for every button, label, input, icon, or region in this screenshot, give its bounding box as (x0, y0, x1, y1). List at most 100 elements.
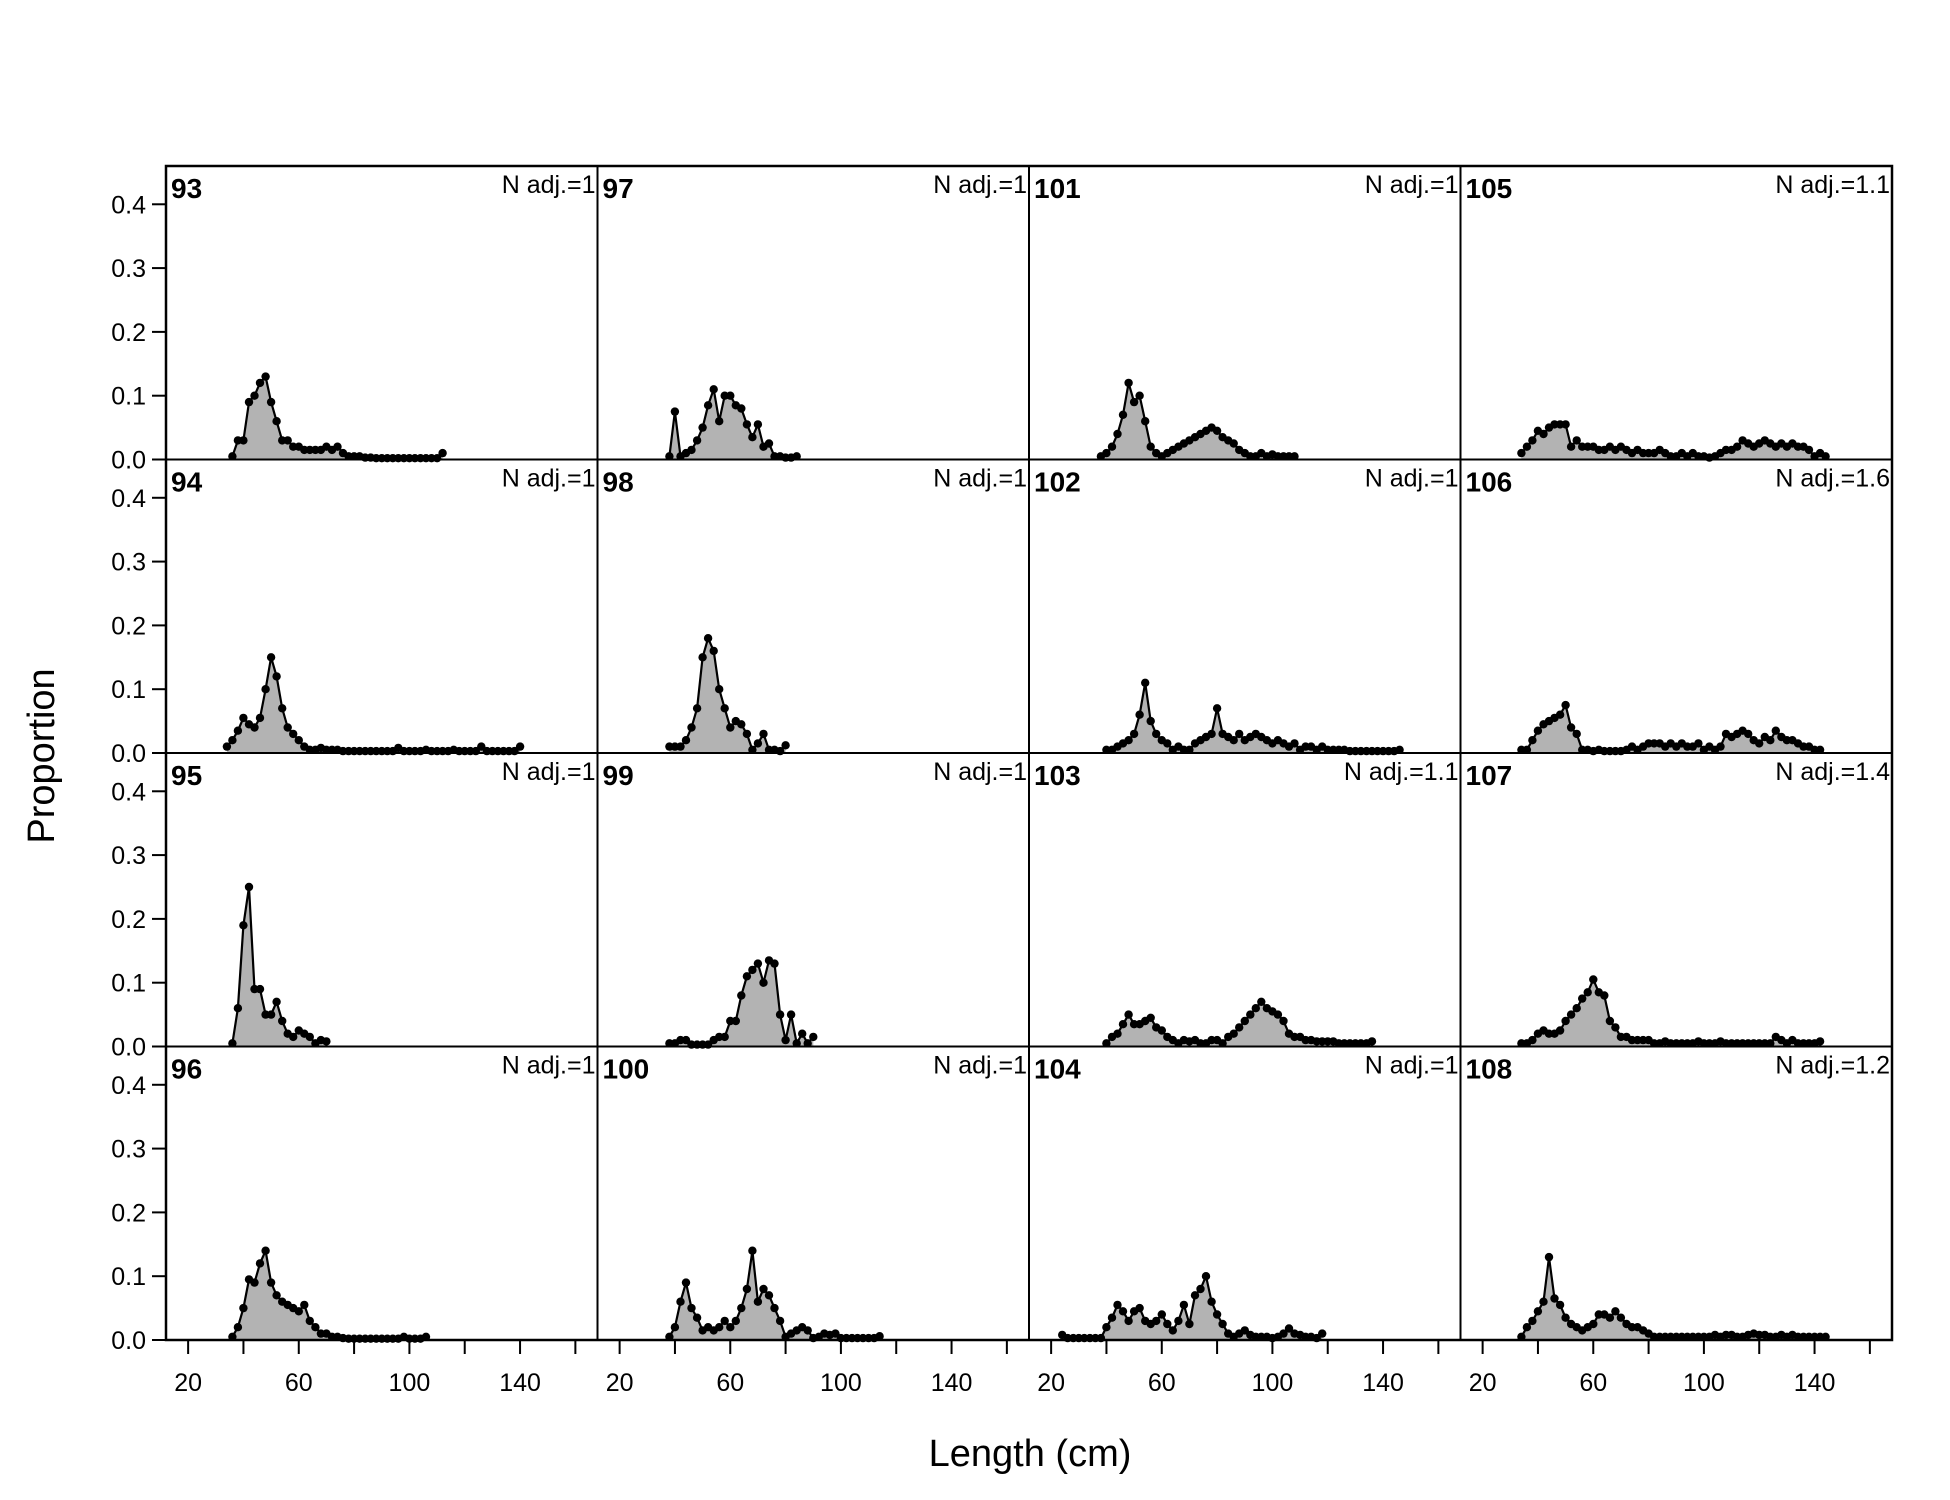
data-point (1185, 1319, 1194, 1329)
data-point (681, 1278, 691, 1287)
data-point (294, 1307, 303, 1316)
x-tick-label: 100 (820, 1369, 862, 1397)
data-point (438, 448, 447, 458)
n-adj-label: N adj.=1 (1365, 465, 1459, 493)
data-point (1766, 1039, 1775, 1048)
panel-94: 94 N adj.=1 (171, 465, 596, 756)
data-point (1218, 1319, 1227, 1329)
data-point (1766, 736, 1775, 745)
data-point (1212, 704, 1222, 713)
data-point (742, 1284, 752, 1294)
x-tick-label: 60 (716, 1369, 744, 1397)
data-point (1522, 745, 1532, 754)
data-point (1257, 997, 1266, 1006)
data-point (1118, 1019, 1128, 1029)
data-point (1600, 991, 1609, 1000)
data-point (266, 653, 276, 662)
data-point (266, 397, 276, 407)
x-tick-label: 140 (931, 1369, 973, 1397)
data-point (742, 420, 752, 429)
data-point (1732, 442, 1742, 451)
data-point (266, 1010, 276, 1019)
y-tick-label: 0.4 (111, 485, 146, 513)
data-point (477, 742, 486, 751)
y-tick-label: 0.1 (111, 970, 146, 998)
data-point (283, 723, 292, 732)
data-point (1284, 1324, 1294, 1333)
data-point (1196, 1284, 1205, 1294)
data-point (1163, 1319, 1172, 1329)
data-point (1163, 739, 1172, 748)
panel-108: 108 N adj.=1.2 (1466, 1052, 1890, 1342)
data-point (720, 1316, 729, 1326)
data-point (737, 1303, 746, 1313)
data-point (1102, 1323, 1111, 1332)
data-point (1561, 420, 1570, 429)
distribution-area (669, 389, 797, 460)
distribution-area (669, 638, 786, 753)
data-point (1744, 729, 1753, 739)
data-point (676, 742, 685, 751)
panel-label: 103 (1034, 760, 1081, 791)
data-point (333, 442, 342, 451)
data-point (737, 404, 746, 413)
data-point (1185, 745, 1194, 754)
data-point (1190, 1291, 1200, 1300)
data-point (1246, 1010, 1255, 1019)
data-point (1522, 442, 1532, 451)
data-point (1716, 742, 1725, 751)
y-tick-label: 0.4 (111, 191, 146, 219)
data-point (1113, 1029, 1122, 1038)
data-point (289, 729, 298, 739)
n-adj-label: N adj.=1.1 (1344, 758, 1459, 786)
data-point (720, 1032, 729, 1042)
n-adj-label: N adj.=1 (933, 171, 1027, 199)
panel-label: 101 (1034, 173, 1081, 204)
data-point (742, 729, 752, 739)
data-point (1566, 723, 1576, 732)
panel-label: 97 (603, 173, 634, 204)
data-point (1218, 1039, 1227, 1048)
data-point (1152, 1316, 1161, 1326)
data-point (1290, 452, 1299, 461)
data-point (715, 1323, 724, 1332)
data-point (1367, 1037, 1377, 1046)
data-point (250, 1278, 259, 1287)
data-point (261, 1246, 270, 1255)
data-point (239, 921, 248, 930)
data-point (239, 1303, 248, 1313)
y-tick-label: 0.3 (111, 549, 146, 577)
data-point (305, 1316, 314, 1326)
data-point (792, 452, 801, 461)
data-point (748, 745, 757, 754)
panel-label: 96 (171, 1054, 202, 1085)
distribution-area (669, 960, 814, 1047)
data-point (726, 1323, 735, 1332)
data-point (1152, 729, 1161, 739)
data-point (770, 959, 779, 968)
y-tick-label: 0.4 (111, 778, 146, 806)
data-point (233, 1004, 243, 1013)
y-axis-title: Proportion (21, 668, 63, 843)
data-point (753, 739, 763, 748)
data-point (786, 1010, 796, 1019)
data-point (1124, 378, 1133, 388)
distribution-area (669, 1250, 880, 1340)
panel-102: 102 N adj.=1 (1034, 465, 1459, 756)
n-adj-label: N adj.=1 (1365, 1052, 1459, 1080)
panel-101: 101 N adj.=1 (1034, 171, 1459, 461)
data-point (759, 978, 768, 987)
data-point (1146, 1013, 1155, 1022)
data-point (1572, 729, 1581, 739)
panel-98: 98 N adj.=1 (603, 465, 1027, 756)
panel-label: 98 (603, 467, 634, 498)
data-point (1555, 1300, 1565, 1310)
x-tick-label: 60 (285, 1369, 313, 1397)
data-point (670, 1323, 680, 1332)
distribution-area (232, 887, 327, 1047)
panel-label: 100 (603, 1054, 650, 1085)
y-tick-label: 0.3 (111, 842, 146, 870)
y-tick-label: 0.2 (111, 1199, 146, 1227)
data-point (272, 997, 281, 1006)
data-point (798, 1029, 807, 1038)
